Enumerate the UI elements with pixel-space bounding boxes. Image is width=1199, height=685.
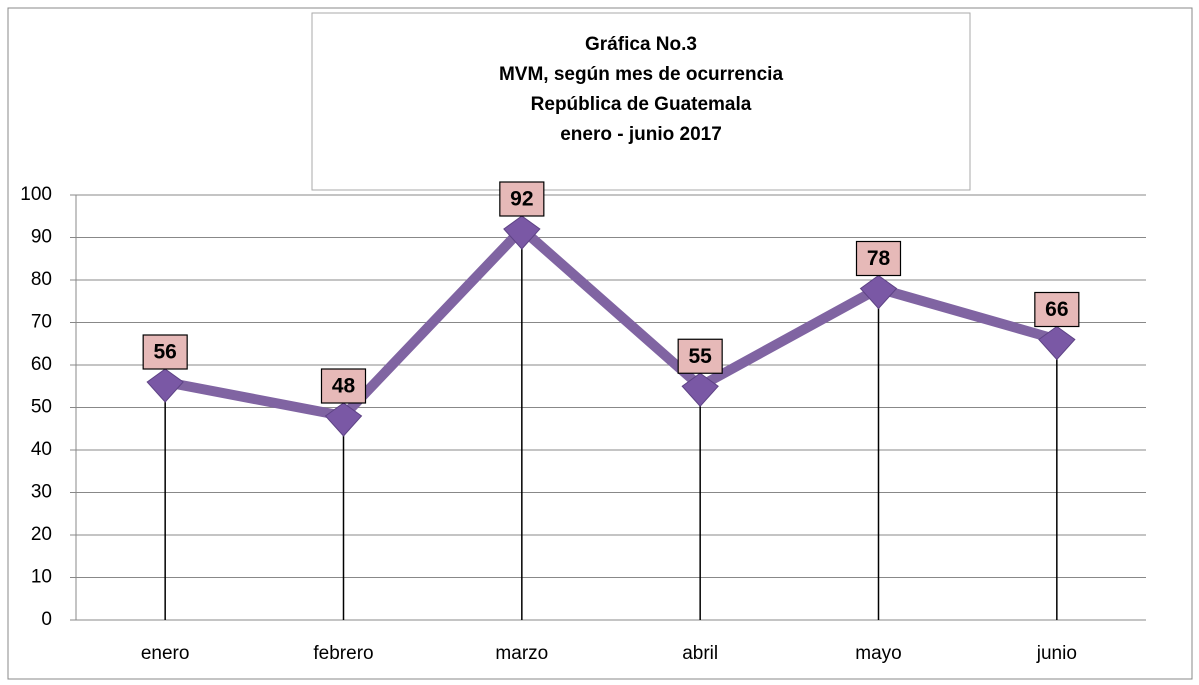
y-tick-label: 100 xyxy=(20,184,52,205)
y-tick-label: 10 xyxy=(31,567,52,588)
x-tick-label: enero xyxy=(141,643,190,664)
marker xyxy=(681,372,719,407)
x-tick-label: abril xyxy=(682,643,718,664)
y-tick-label: 30 xyxy=(31,482,52,503)
marker xyxy=(1038,325,1076,361)
data-label: 56 xyxy=(153,341,176,364)
data-label: 92 xyxy=(510,188,533,211)
chart-title: República de Guatemala xyxy=(531,94,752,115)
chart-title: MVM, según mes de ocurrencia xyxy=(499,64,783,85)
y-tick-label: 20 xyxy=(31,524,52,545)
data-label: 66 xyxy=(1045,298,1068,321)
data-label: 55 xyxy=(688,345,712,368)
x-tick-label: marzo xyxy=(495,643,548,664)
y-tick-label: 0 xyxy=(41,609,52,630)
chart-title: enero - junio 2017 xyxy=(560,124,722,145)
chart-title: Gráfica No.3 xyxy=(585,34,697,55)
y-tick-label: 50 xyxy=(31,397,52,418)
data-label-box xyxy=(855,240,902,277)
x-tick-label: junio xyxy=(1036,643,1077,664)
data-label-box xyxy=(142,334,188,370)
marker xyxy=(859,274,898,310)
x-tick-label: mayo xyxy=(855,643,901,664)
data-label-box xyxy=(499,181,545,217)
data-label-box xyxy=(1034,291,1080,328)
y-tick-label: 40 xyxy=(31,439,52,460)
marker xyxy=(146,368,184,403)
line xyxy=(164,224,1059,421)
marker xyxy=(503,215,541,250)
data-label-box xyxy=(320,368,367,404)
y-tick-label: 60 xyxy=(31,354,52,375)
y-tick-label: 70 xyxy=(31,312,52,333)
y-tick-label: 90 xyxy=(31,227,52,248)
data-label: 48 xyxy=(332,375,356,398)
y-tick-label: 80 xyxy=(31,269,52,290)
marker xyxy=(324,402,363,437)
x-tick-label: febrero xyxy=(313,643,373,664)
title-box xyxy=(311,12,971,191)
data-label: 78 xyxy=(867,247,891,270)
data-label-box xyxy=(677,338,723,374)
